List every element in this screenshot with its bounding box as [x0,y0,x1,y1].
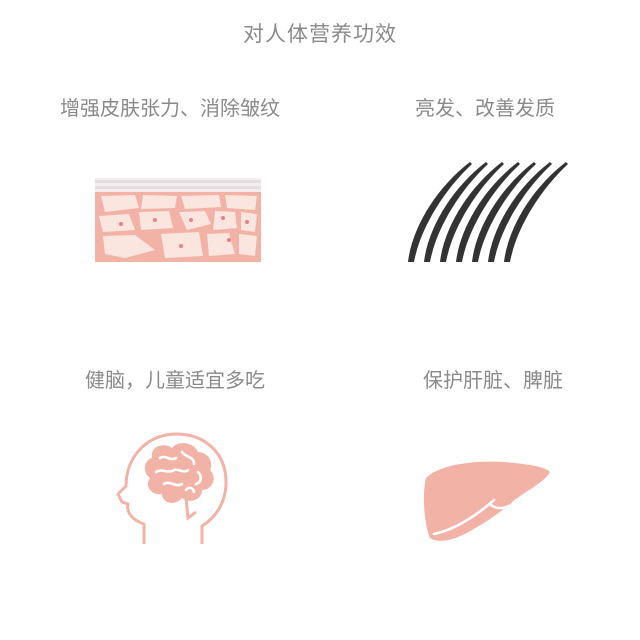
hair-strands-icon [408,162,568,262]
benefit-brain-label: 健脑，儿童适宜多吃 [85,368,265,392]
page-title: 对人体营养功效 [243,22,397,46]
benefit-skin-label: 增强皮肤张力、消除皱纹 [60,96,280,120]
benefit-liver-label: 保护肝脏、脾脏 [423,368,563,392]
liver-icon [423,461,550,541]
brain-head-icon [116,432,228,544]
benefit-hair-label: 亮发、改善发质 [415,96,555,120]
skin-cells-icon [95,178,261,262]
